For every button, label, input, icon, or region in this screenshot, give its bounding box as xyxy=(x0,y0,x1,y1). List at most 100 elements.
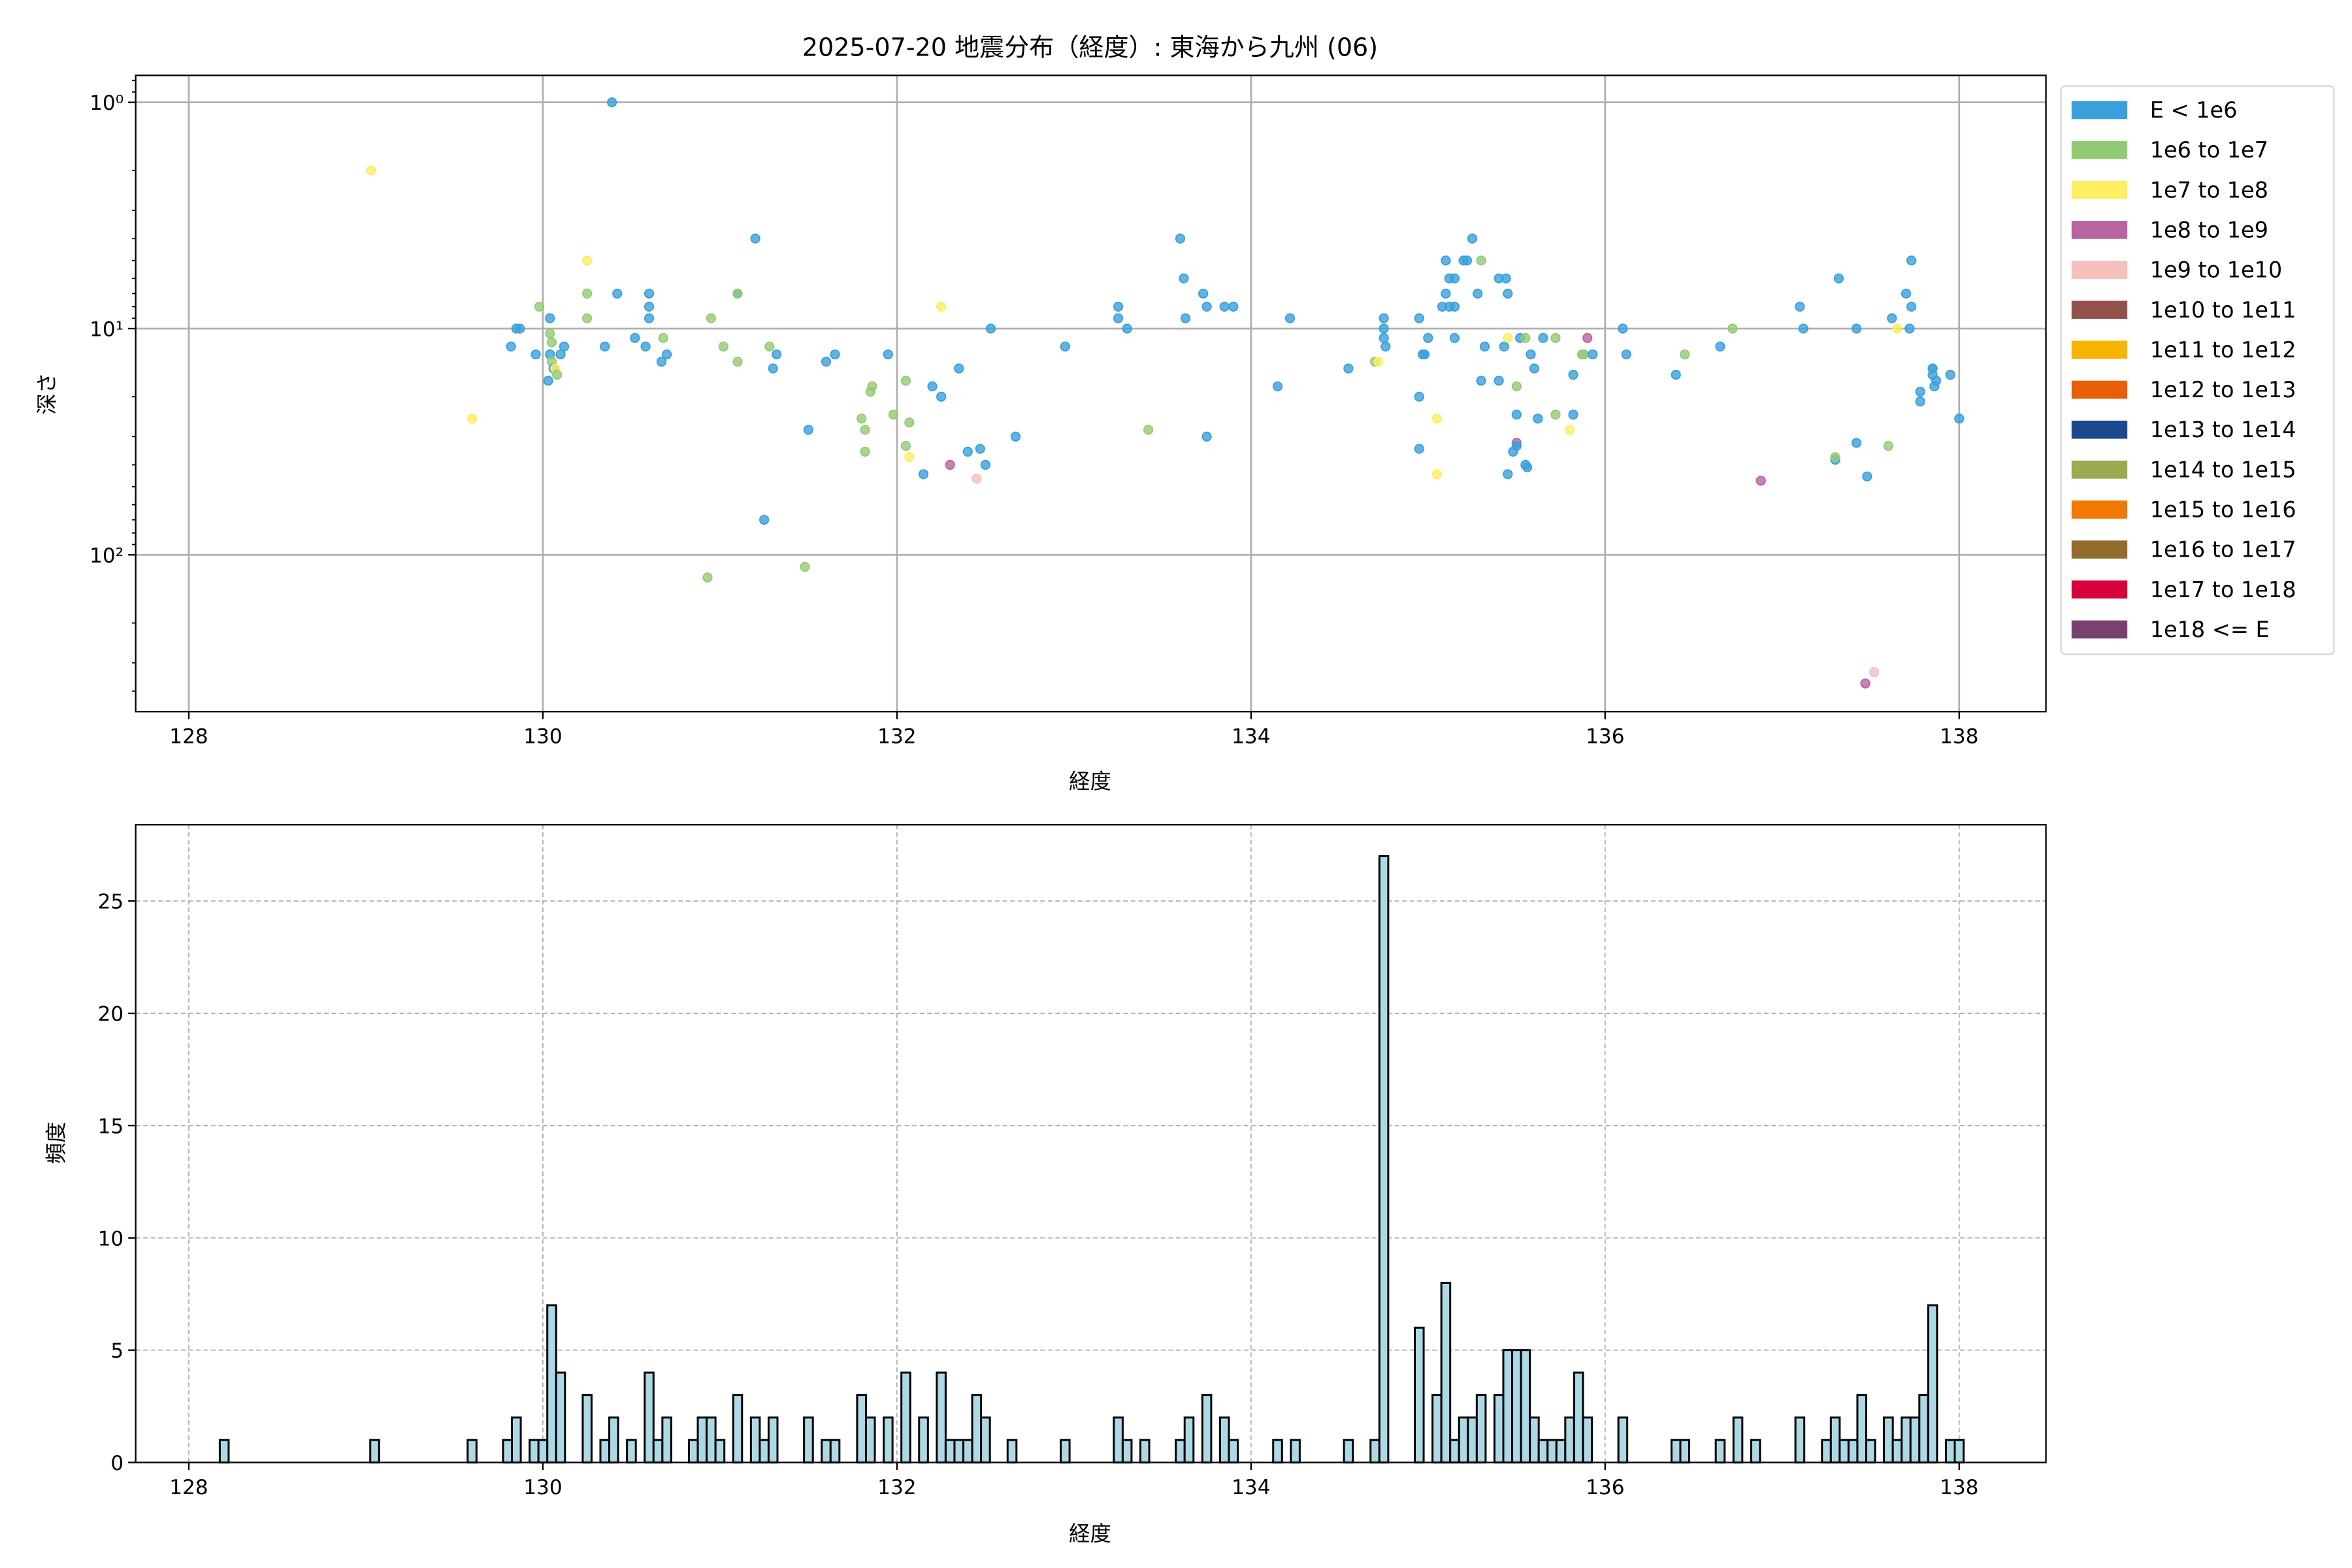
histogram-xtick-label: 132 xyxy=(877,1476,916,1499)
histogram-bar xyxy=(1113,1416,1124,1463)
scatter-frame xyxy=(135,74,2047,713)
scatter-point xyxy=(1727,323,1738,334)
legend-label: 1e16 to 1e17 xyxy=(2150,537,2296,563)
scatter-point xyxy=(466,414,478,424)
histogram-bar xyxy=(1750,1439,1761,1463)
scatter-xtick-label: 132 xyxy=(877,725,916,749)
scatter-point xyxy=(366,165,376,176)
scatter-point xyxy=(1419,349,1430,360)
scatter-point xyxy=(511,323,521,334)
histogram-bar xyxy=(608,1416,619,1463)
scatter-point xyxy=(1945,370,1955,380)
scatter-point xyxy=(1449,273,1460,284)
scatter-ytick-label: 10⁰ xyxy=(90,91,123,115)
scatter-point xyxy=(1143,425,1154,435)
scatter-point xyxy=(800,562,810,572)
histogram-ytick-label: 0 xyxy=(110,1452,123,1475)
histogram-bar xyxy=(696,1416,708,1463)
scatter-point xyxy=(658,333,668,343)
scatter-point xyxy=(1915,396,1925,407)
legend-label: E < 1e6 xyxy=(2150,97,2238,123)
histogram-bar xyxy=(1582,1416,1593,1463)
scatter-point xyxy=(640,341,651,352)
scatter-point xyxy=(1228,301,1239,312)
legend-label: 1e13 to 1e14 xyxy=(2150,417,2296,442)
scatter-xtick-label: 130 xyxy=(523,725,562,749)
histogram-bar xyxy=(1829,1416,1841,1463)
legend-swatch xyxy=(2071,261,2128,279)
scatter-point xyxy=(867,381,877,391)
scatter-ylabel: 深さ xyxy=(35,372,59,415)
histogram-bar xyxy=(1378,855,1390,1463)
scatter-point xyxy=(1511,410,1522,420)
histogram-ylabel: 頻度 xyxy=(44,1122,69,1164)
scatter-point xyxy=(1904,323,1915,334)
histogram-xtick-label: 136 xyxy=(1586,1476,1624,1499)
legend-swatch xyxy=(2071,140,2128,159)
scatter-point xyxy=(1462,255,1473,266)
histogram-bar xyxy=(555,1371,566,1463)
scatter-axes: 128 130 132 134 136 138 10⁰ 10¹ 10² xyxy=(90,74,2047,749)
histogram-bar xyxy=(900,1371,911,1463)
histogram-bar xyxy=(1475,1394,1487,1463)
scatter-point xyxy=(1503,288,1513,299)
histogram-bar xyxy=(218,1439,230,1463)
scatter-point xyxy=(1671,370,1681,380)
histogram-bar xyxy=(626,1439,637,1463)
histogram-bar xyxy=(1218,1416,1230,1463)
scatter-point xyxy=(883,349,893,360)
histogram-bar xyxy=(1290,1439,1301,1463)
histogram-bar xyxy=(1794,1416,1806,1463)
scatter-point xyxy=(1887,313,1897,323)
scatter-point xyxy=(750,233,760,244)
histogram-bar xyxy=(1529,1416,1540,1463)
scatter-point xyxy=(803,425,814,435)
histogram-bar xyxy=(546,1304,557,1463)
scatter-point xyxy=(768,363,778,374)
histogram-bar xyxy=(971,1394,983,1463)
scatter-point xyxy=(1201,301,1212,312)
histogram-bar xyxy=(1520,1349,1531,1463)
scatter-point xyxy=(543,376,553,386)
histogram-bar xyxy=(1927,1304,1938,1463)
histogram-bar xyxy=(1555,1439,1567,1463)
scatter-point xyxy=(962,446,973,457)
histogram-bar xyxy=(803,1416,814,1463)
legend-swatch xyxy=(2071,580,2128,599)
legend-swatch xyxy=(2071,620,2128,639)
scatter-point xyxy=(1431,414,1442,424)
scatter-point xyxy=(706,313,716,323)
legend-swatch xyxy=(2071,101,2128,120)
histogram-bar xyxy=(1121,1439,1133,1463)
scatter-point xyxy=(1833,273,1844,284)
histogram-bar xyxy=(1909,1416,1921,1463)
histogram-xtick-label: 134 xyxy=(1232,1476,1270,1499)
scatter-point xyxy=(1414,391,1424,402)
histogram-bar xyxy=(687,1439,699,1463)
histogram-xtick-label: 130 xyxy=(523,1476,562,1499)
histogram-bar xyxy=(767,1416,779,1463)
scatter-point xyxy=(1441,288,1451,299)
histogram-bar xyxy=(1883,1416,1894,1463)
scatter-point xyxy=(764,341,775,352)
scatter-point xyxy=(1892,323,1903,334)
scatter-point xyxy=(860,425,870,435)
scatter-point xyxy=(1568,410,1578,420)
legend: E < 1e6 1e6 to 1e7 1e7 to 1e8 1e8 to 1e9 1e9… xyxy=(2060,85,2335,655)
scatter-point xyxy=(1860,678,1870,689)
scatter-point xyxy=(1533,414,1543,424)
histogram-bar xyxy=(599,1439,611,1463)
scatter-point xyxy=(954,363,964,374)
scatter-point xyxy=(1798,323,1808,334)
histogram-bar xyxy=(1944,1439,1956,1463)
legend-swatch xyxy=(2071,301,2128,319)
scatter-point xyxy=(1862,471,1872,482)
scatter-point xyxy=(1680,349,1690,360)
histogram-bar xyxy=(1564,1416,1575,1463)
histogram-bar xyxy=(1537,1439,1549,1463)
scatter-point xyxy=(1219,301,1230,312)
scatter-point xyxy=(1431,469,1442,480)
scatter-point xyxy=(718,341,728,352)
histogram-bar xyxy=(1467,1416,1478,1463)
